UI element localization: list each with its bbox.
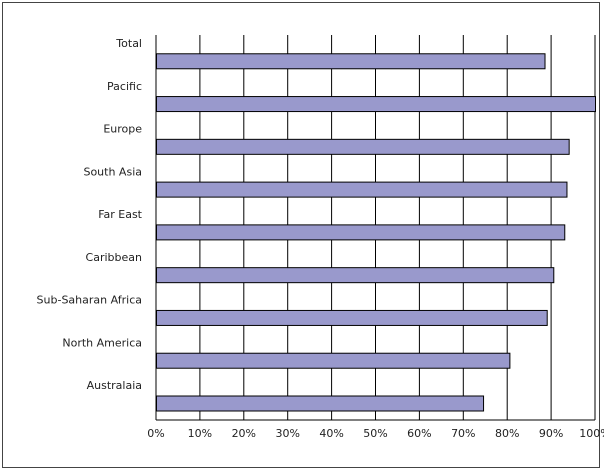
x-tick-label: 0% — [147, 427, 164, 440]
x-tick-label: 60% — [407, 427, 431, 440]
bar — [156, 224, 566, 241]
x-tick-label: 50% — [363, 427, 387, 440]
x-tick-label: 90% — [539, 427, 563, 440]
category-label: Caribbean — [86, 251, 142, 264]
bar — [156, 309, 548, 326]
bar — [156, 53, 546, 70]
category-label: South Asia — [83, 165, 142, 178]
category-label: Europe — [103, 123, 142, 136]
bar — [156, 138, 570, 155]
bar — [156, 96, 596, 113]
bar — [156, 181, 568, 198]
x-tick-label: 70% — [451, 427, 475, 440]
x-tick-label: 30% — [275, 427, 299, 440]
bar — [156, 395, 485, 412]
bar — [156, 352, 511, 369]
category-label: Far East — [98, 208, 142, 221]
category-label: Sub-Saharan Africa — [37, 294, 142, 307]
x-tick-label: 40% — [319, 427, 343, 440]
x-tick-labels: 0% 10% 20% 30% 40% 50% 60% 70% 80% 90% 100% — [147, 427, 604, 440]
category-label: North America — [62, 336, 142, 349]
category-labels: Total Pacific Europe South Asia Far East Cari… — [37, 37, 143, 392]
x-tick-label: 100% — [579, 427, 604, 440]
bars — [156, 53, 596, 412]
category-label: Total — [115, 37, 142, 50]
x-tick-label: 10% — [188, 427, 212, 440]
x-tick-label: 20% — [232, 427, 256, 440]
category-label: Pacific — [107, 80, 142, 93]
bar — [156, 267, 555, 284]
category-label: Australaia — [87, 379, 142, 392]
x-tick-label: 80% — [495, 427, 519, 440]
